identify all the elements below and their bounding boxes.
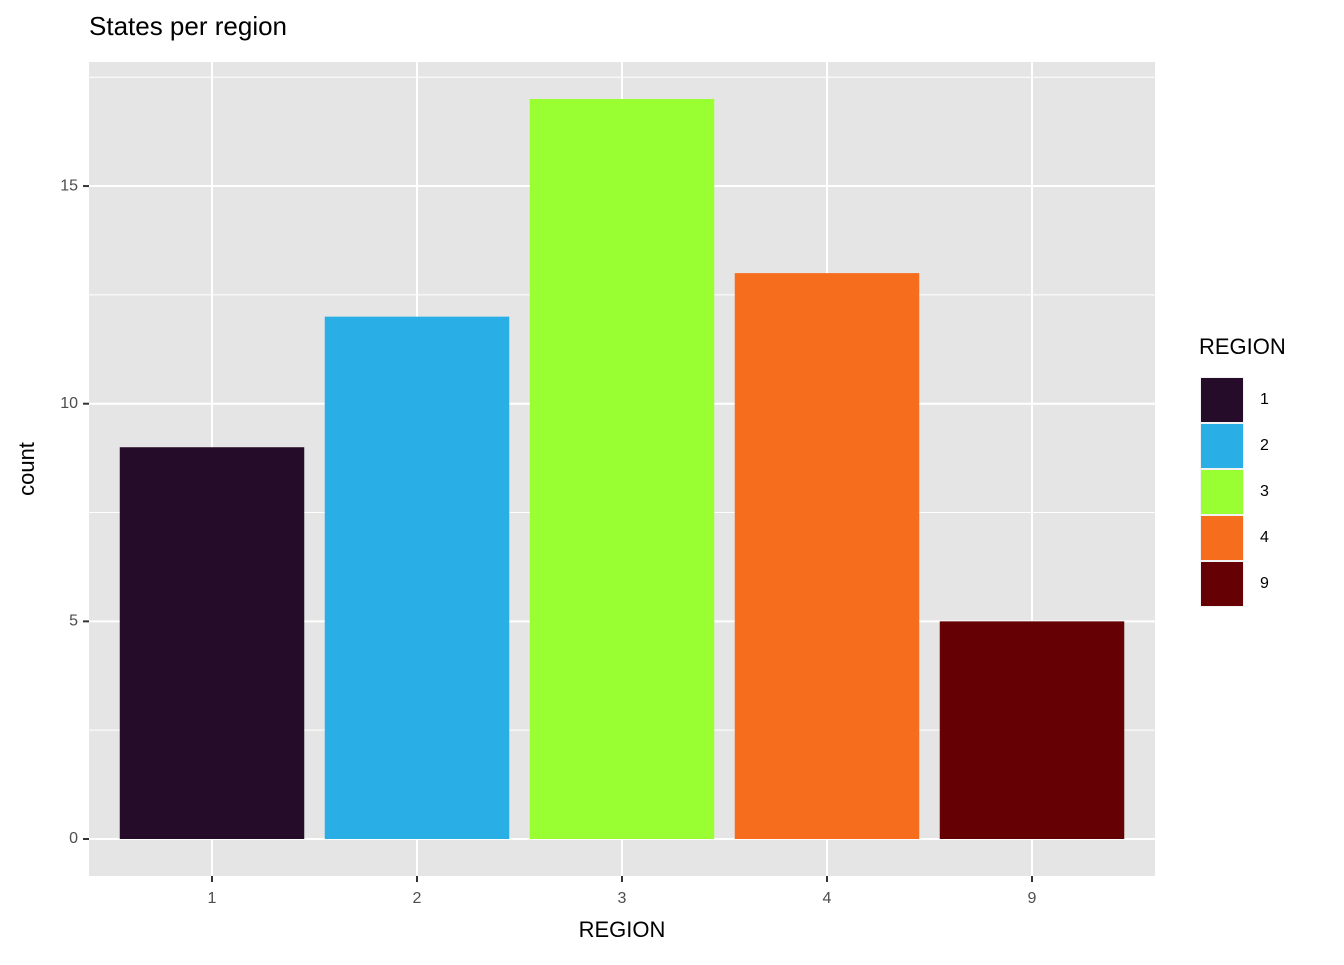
x-tick-label: 9 (1028, 890, 1037, 907)
legend-swatch (1201, 424, 1243, 468)
y-tick-label: 5 (69, 613, 78, 630)
y-tick-label: 15 (60, 177, 78, 194)
bar (939, 621, 1125, 839)
legend-swatch (1201, 516, 1243, 560)
legend-label: 2 (1260, 437, 1269, 454)
bar (119, 447, 305, 839)
legend-swatch (1201, 378, 1243, 422)
legend-title: REGION (1199, 334, 1286, 359)
legend-swatch (1201, 470, 1243, 514)
x-tick-label: 2 (413, 890, 422, 907)
x-axis-title: REGION (579, 917, 666, 942)
legend-label: 3 (1260, 483, 1269, 500)
bar (529, 99, 715, 839)
y-tick-label: 10 (60, 395, 78, 412)
legend-swatch (1201, 562, 1243, 606)
x-tick-label: 1 (208, 890, 217, 907)
legend-label: 9 (1260, 575, 1269, 592)
bar (324, 316, 510, 839)
x-tick-label: 3 (618, 890, 627, 907)
bar (734, 273, 920, 839)
chart-title: States per region (89, 11, 287, 41)
y-axis-title: count (14, 442, 39, 496)
y-tick-label: 0 (69, 830, 78, 847)
x-tick-label: 4 (823, 890, 832, 907)
legend-label: 1 (1260, 391, 1269, 408)
legend-label: 4 (1260, 529, 1269, 546)
